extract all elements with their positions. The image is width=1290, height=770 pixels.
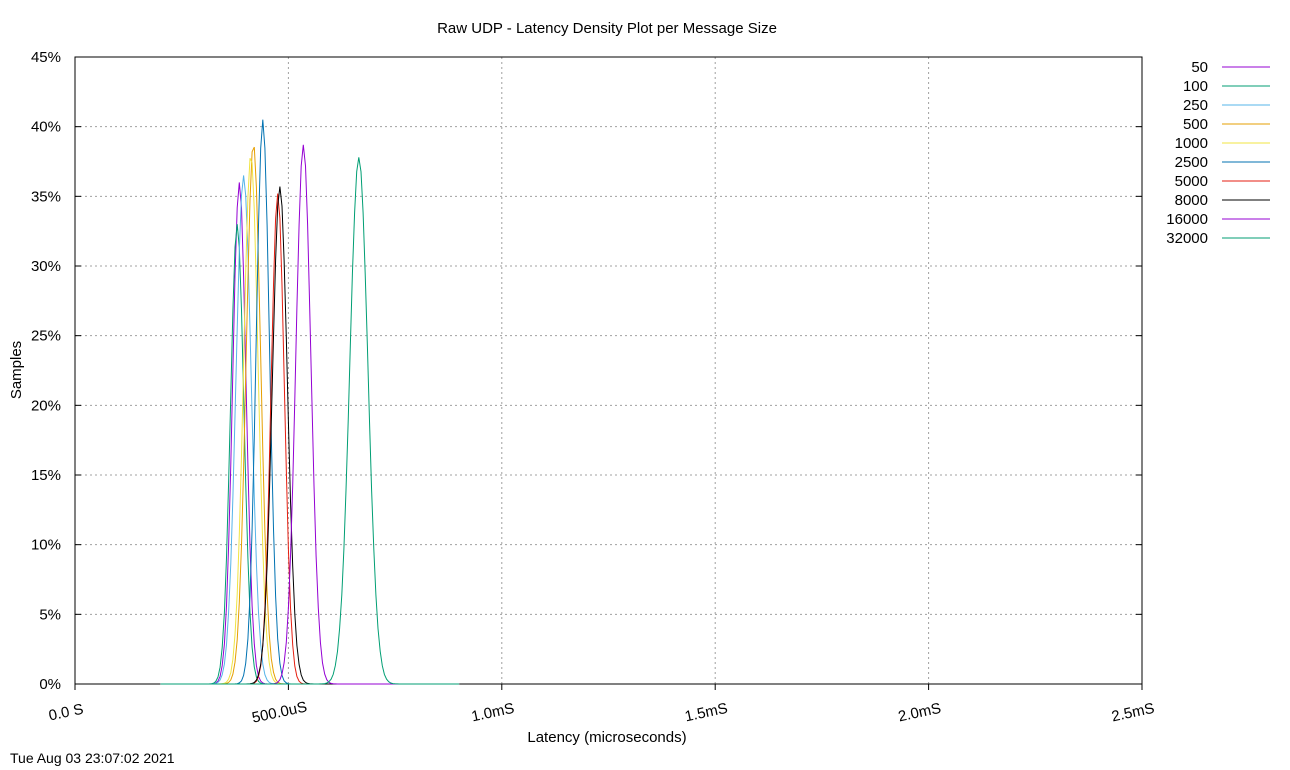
y-axis-label: Samples: [8, 341, 25, 399]
legend-label: 50: [1191, 59, 1208, 76]
y-tick-label: 40%: [31, 119, 61, 136]
series-line-5000: [160, 193, 460, 685]
x-tick-label: 1.5mS: [683, 700, 729, 726]
x-tick-label: 2.0mS: [897, 700, 943, 726]
series-line-250: [160, 175, 460, 685]
legend-label: 32000: [1166, 230, 1208, 247]
legend-label: 2500: [1175, 154, 1208, 171]
y-tick-label: 0%: [39, 676, 61, 693]
legend-label: 250: [1183, 97, 1208, 114]
series-line-8000: [160, 186, 460, 685]
y-tick-label: 15%: [31, 467, 61, 484]
x-tick-label: 1.0mS: [470, 700, 516, 726]
y-axis-ticks: 0% 5% 10% 15% 20% 25% 30% 35% 40% 45%: [31, 49, 1142, 693]
x-axis-ticks: 0.0 S 500.0uS 1.0mS 1.5mS 2.0mS 2.5mS: [47, 684, 1156, 727]
y-tick-label: 20%: [31, 397, 61, 414]
legend-label: 500: [1183, 116, 1208, 133]
legend-label: 5000: [1175, 173, 1208, 190]
x-tick-label: 2.5mS: [1110, 700, 1156, 726]
footer-timestamp: Tue Aug 03 23:07:02 2021: [10, 750, 175, 766]
series-line-16000: [160, 144, 460, 685]
x-tick-label: 0.0 S: [47, 701, 85, 725]
legend-label: 8000: [1175, 192, 1208, 209]
legend-label: 100: [1183, 78, 1208, 95]
y-tick-label: 10%: [31, 537, 61, 554]
x-tick-label: 500.0uS: [250, 698, 308, 726]
y-tick-label: 25%: [31, 328, 61, 345]
series-line-50: [160, 182, 460, 685]
series-line-32000: [160, 157, 460, 685]
series-line-2500: [160, 119, 460, 685]
chart-title: Raw UDP - Latency Density Plot per Messa…: [437, 20, 777, 37]
legend-label: 16000: [1166, 211, 1208, 228]
plot-frame: [74, 56, 1143, 685]
legend: 50 100 250 500 1000 2500 5000 8000 16000 32000: [1166, 59, 1270, 247]
series-line-1000: [160, 157, 460, 685]
y-tick-label: 45%: [31, 49, 61, 66]
legend-label: 1000: [1175, 135, 1208, 152]
y-tick-label: 30%: [31, 258, 61, 275]
grid-lines: [75, 57, 1142, 684]
y-tick-label: 5%: [39, 606, 61, 623]
series-lines: [160, 119, 460, 685]
x-axis-label: Latency (microseconds): [527, 729, 686, 746]
y-tick-label: 35%: [31, 188, 61, 205]
series-line-500: [160, 146, 460, 685]
